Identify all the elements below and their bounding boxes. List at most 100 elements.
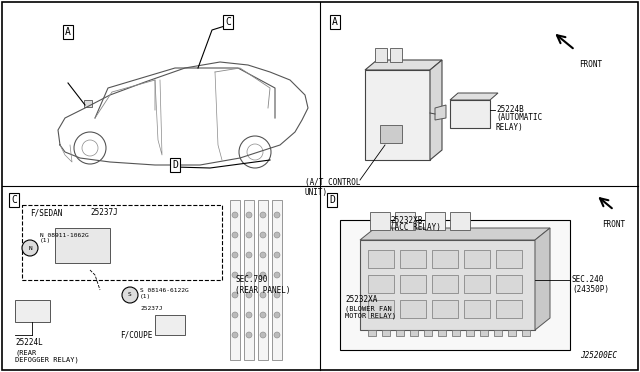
Bar bbox=[258, 200, 268, 360]
Circle shape bbox=[232, 232, 238, 238]
Circle shape bbox=[232, 292, 238, 298]
Circle shape bbox=[246, 212, 252, 218]
Text: (REAR
DEFOGGER RELAY): (REAR DEFOGGER RELAY) bbox=[15, 349, 79, 363]
Bar bbox=[244, 200, 254, 360]
Text: D: D bbox=[329, 195, 335, 205]
Text: C: C bbox=[11, 195, 17, 205]
Bar bbox=[396, 330, 404, 336]
Text: A: A bbox=[332, 17, 338, 27]
Bar bbox=[494, 330, 502, 336]
Text: 25237J: 25237J bbox=[140, 306, 163, 311]
Text: FRONT: FRONT bbox=[602, 220, 625, 229]
Bar bbox=[464, 300, 490, 318]
Circle shape bbox=[274, 272, 280, 278]
Text: F/SEDAN: F/SEDAN bbox=[30, 208, 62, 217]
Bar bbox=[55, 228, 110, 263]
Polygon shape bbox=[535, 228, 550, 330]
Bar bbox=[84, 100, 92, 107]
Circle shape bbox=[274, 232, 280, 238]
Text: S 08146-6122G
(1): S 08146-6122G (1) bbox=[140, 288, 189, 299]
Bar bbox=[496, 275, 522, 293]
Circle shape bbox=[260, 332, 266, 338]
Text: C: C bbox=[225, 17, 231, 27]
Circle shape bbox=[260, 212, 266, 218]
Bar bbox=[380, 125, 402, 143]
Text: (BLOWER FAN
MOTOR RELAY): (BLOWER FAN MOTOR RELAY) bbox=[345, 305, 396, 319]
Text: 25224B: 25224B bbox=[496, 105, 524, 114]
Bar bbox=[340, 220, 570, 350]
Bar bbox=[432, 300, 458, 318]
Circle shape bbox=[246, 272, 252, 278]
Polygon shape bbox=[430, 60, 442, 160]
Text: 25237J: 25237J bbox=[90, 208, 118, 217]
Bar bbox=[368, 275, 394, 293]
Bar bbox=[480, 330, 488, 336]
Circle shape bbox=[274, 212, 280, 218]
Bar bbox=[155, 315, 185, 335]
Text: F/COUPE: F/COUPE bbox=[120, 330, 152, 339]
Circle shape bbox=[232, 272, 238, 278]
Polygon shape bbox=[450, 93, 498, 100]
Circle shape bbox=[232, 212, 238, 218]
Bar bbox=[272, 200, 282, 360]
Text: S: S bbox=[128, 292, 132, 298]
Bar bbox=[368, 250, 394, 268]
Bar bbox=[370, 212, 390, 230]
Circle shape bbox=[260, 252, 266, 258]
Bar bbox=[368, 300, 394, 318]
Bar bbox=[508, 330, 516, 336]
Circle shape bbox=[274, 332, 280, 338]
Circle shape bbox=[122, 287, 138, 303]
Circle shape bbox=[274, 252, 280, 258]
Bar bbox=[22, 205, 222, 280]
Bar bbox=[432, 250, 458, 268]
Circle shape bbox=[260, 292, 266, 298]
Text: 25232XA: 25232XA bbox=[345, 295, 378, 304]
Circle shape bbox=[274, 312, 280, 318]
Text: SEC.240
(24350P): SEC.240 (24350P) bbox=[572, 275, 609, 294]
Text: 25232XB: 25232XB bbox=[390, 216, 422, 225]
Circle shape bbox=[246, 232, 252, 238]
Circle shape bbox=[246, 312, 252, 318]
Bar bbox=[450, 100, 490, 128]
Bar bbox=[496, 300, 522, 318]
Circle shape bbox=[260, 232, 266, 238]
Bar bbox=[360, 240, 535, 330]
Bar bbox=[382, 330, 390, 336]
Bar bbox=[375, 48, 387, 62]
Text: N: N bbox=[28, 246, 32, 250]
Bar bbox=[464, 250, 490, 268]
Circle shape bbox=[260, 272, 266, 278]
Circle shape bbox=[246, 332, 252, 338]
Bar bbox=[395, 212, 415, 230]
Circle shape bbox=[232, 332, 238, 338]
Bar bbox=[464, 275, 490, 293]
Text: SEC.790
(REAR PANEL): SEC.790 (REAR PANEL) bbox=[235, 275, 291, 295]
Text: A: A bbox=[65, 27, 71, 37]
Bar bbox=[15, 300, 50, 322]
Bar bbox=[438, 330, 446, 336]
Polygon shape bbox=[435, 105, 446, 120]
Circle shape bbox=[246, 292, 252, 298]
Text: (ACC RELAY): (ACC RELAY) bbox=[390, 223, 441, 232]
Text: N 08911-1062G
(1): N 08911-1062G (1) bbox=[40, 232, 89, 243]
Text: (AUTOMATIC
RELAY): (AUTOMATIC RELAY) bbox=[496, 113, 542, 132]
Bar bbox=[365, 70, 430, 160]
Bar bbox=[400, 275, 426, 293]
Circle shape bbox=[260, 312, 266, 318]
Text: FRONT: FRONT bbox=[579, 60, 602, 69]
Bar bbox=[368, 330, 376, 336]
Circle shape bbox=[22, 240, 38, 256]
Bar bbox=[424, 330, 432, 336]
Bar bbox=[400, 250, 426, 268]
Bar bbox=[466, 330, 474, 336]
Bar bbox=[410, 330, 418, 336]
Bar bbox=[432, 275, 458, 293]
Text: (A/T CONTROL
UNIT): (A/T CONTROL UNIT) bbox=[305, 178, 360, 198]
Bar bbox=[452, 330, 460, 336]
Polygon shape bbox=[360, 228, 550, 240]
Polygon shape bbox=[365, 60, 442, 70]
Text: D: D bbox=[172, 160, 178, 170]
Text: J25200EC: J25200EC bbox=[580, 351, 617, 360]
Bar bbox=[390, 48, 402, 62]
